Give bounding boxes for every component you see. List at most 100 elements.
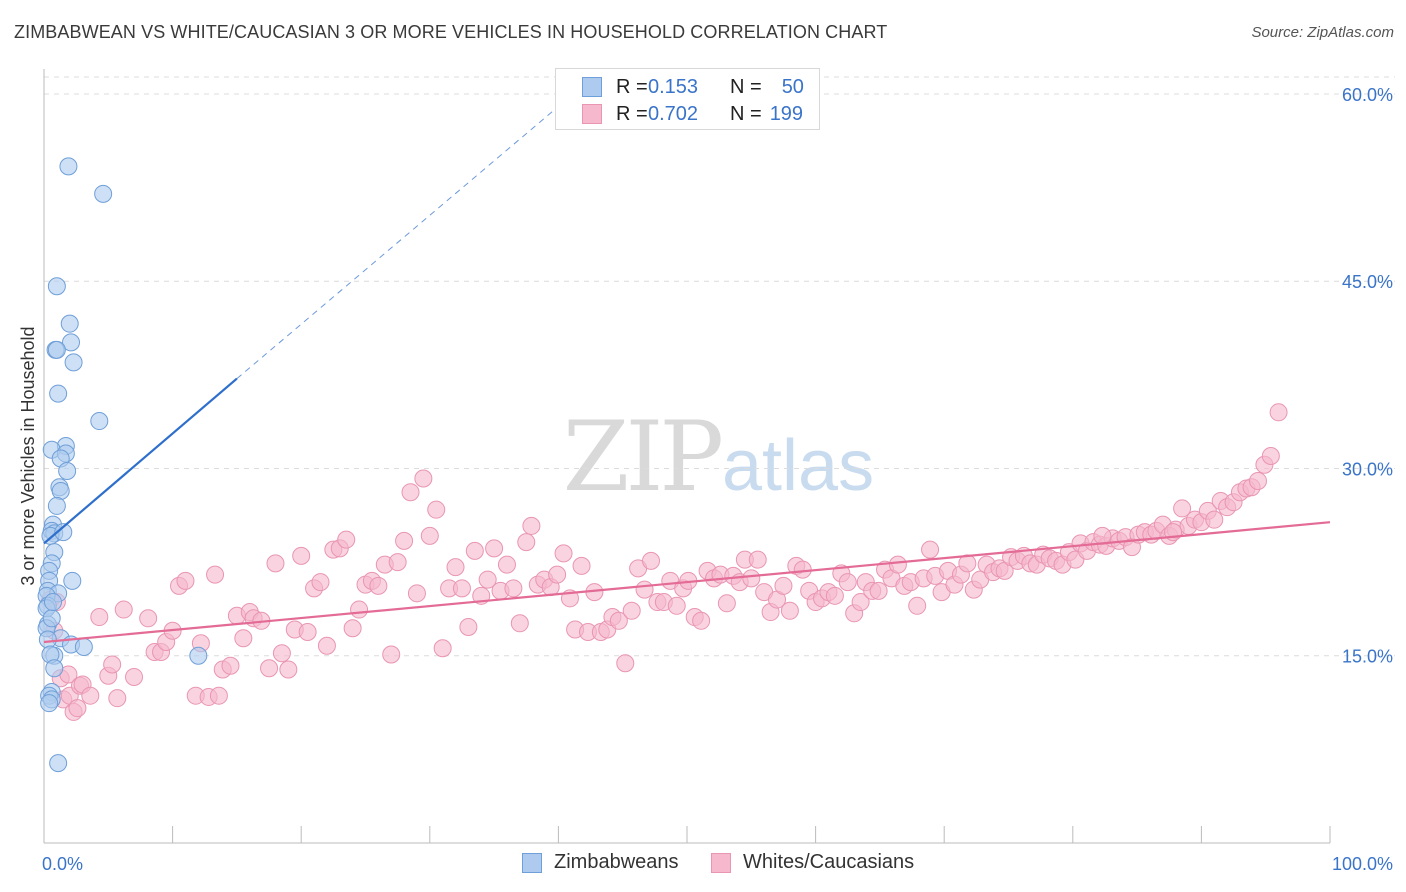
white-caucasian-point: [717, 594, 736, 613]
zimbabwean-point: [90, 412, 109, 431]
legend-swatch-pink: [582, 104, 602, 124]
source-credit: Source: ZipAtlas.com: [1251, 24, 1394, 41]
zimbabwean-point: [58, 461, 77, 480]
zimbabwean-point: [38, 630, 57, 649]
y-tick-label: 60.0%: [1342, 85, 1393, 105]
white-caucasian-point: [1173, 499, 1192, 518]
white-caucasian-point: [459, 618, 478, 637]
white-caucasian-trend-line: [43, 521, 1331, 644]
legend-r-value: 0.702: [648, 102, 699, 125]
zimbabwean-point: [40, 694, 59, 713]
white-caucasian-point: [125, 667, 144, 686]
white-caucasian-point: [420, 526, 439, 545]
white-caucasian-point: [433, 639, 452, 658]
white-caucasian-point: [221, 656, 240, 675]
y-axis-label: 3 or more Vehicles in Household: [18, 326, 38, 585]
y-tick-label: 45.0%: [1342, 272, 1393, 292]
white-caucasian-point: [317, 636, 336, 655]
white-caucasian-point: [622, 601, 641, 620]
white-caucasian-point: [609, 611, 628, 630]
white-caucasian-point: [337, 530, 356, 549]
white-caucasian-point: [793, 560, 812, 579]
legend-n-label: N =: [730, 102, 762, 125]
white-caucasian-point: [478, 570, 497, 589]
white-caucasian-point: [292, 546, 311, 565]
white-caucasian-point: [176, 571, 195, 590]
zimbabwean-point: [47, 277, 66, 296]
white-caucasian-point: [869, 581, 888, 600]
white-caucasian-point: [446, 558, 465, 577]
zimbabwean-trend-line: [43, 377, 238, 545]
zimbabwean-point: [47, 340, 66, 359]
white-caucasian-point: [388, 553, 407, 572]
white-caucasian-point: [414, 469, 433, 488]
zimbabwean-point: [189, 646, 208, 665]
zimbabwean-point: [63, 571, 82, 590]
zimbabwean-point: [64, 353, 83, 372]
series-swatch-blue: [522, 852, 542, 873]
white-caucasian-point: [103, 655, 122, 674]
watermark-atlas: atlas: [722, 426, 874, 506]
white-caucasian-point: [780, 601, 799, 620]
white-caucasian-point: [272, 644, 291, 663]
white-caucasian-point: [921, 540, 940, 559]
legend-n-value: 199: [769, 102, 804, 125]
white-caucasian-point: [1261, 447, 1280, 465]
white-caucasian-point: [517, 533, 536, 552]
white-caucasian-point: [572, 556, 591, 575]
white-caucasian-point: [108, 689, 127, 708]
white-caucasian-point: [350, 600, 369, 619]
series-swatch-pink: [711, 852, 731, 873]
white-caucasian-point: [888, 555, 907, 574]
white-caucasian-point: [667, 596, 686, 615]
white-caucasian-point: [692, 611, 711, 630]
zimbabwean-point: [94, 184, 113, 203]
white-caucasian-point: [485, 539, 504, 558]
zimbabwean-trend-extension: [236, 106, 559, 379]
white-caucasian-point: [81, 686, 100, 705]
white-caucasian-point: [504, 579, 523, 598]
white-caucasian-point: [209, 686, 228, 705]
x-tick-label-max: 100.0%: [1332, 854, 1393, 874]
white-caucasian-point: [343, 619, 362, 638]
white-caucasian-point: [260, 659, 279, 678]
white-caucasian-point: [748, 550, 767, 569]
chart-title: ZIMBABWEAN VS WHITE/CAUCASIAN 3 OR MORE …: [14, 22, 888, 42]
series-legend-zimbabweans: Zimbabweans: [522, 851, 679, 874]
white-caucasian-point: [395, 531, 414, 550]
zimbabwean-point: [47, 496, 66, 515]
white-caucasian-point: [206, 565, 225, 584]
zimbabwean-point: [49, 384, 68, 403]
white-caucasian-point: [407, 584, 426, 603]
zimbabwean-point: [45, 659, 64, 678]
legend-r-value: 0.153: [648, 75, 699, 98]
legend-n-value: 50: [781, 75, 804, 98]
white-caucasian-point: [427, 500, 446, 519]
white-caucasian-point: [1205, 510, 1224, 529]
zimbabwean-point: [59, 157, 78, 176]
series-label-whites: Whites/Caucasians: [743, 851, 915, 873]
white-caucasian-point: [825, 586, 844, 605]
white-caucasian-point: [616, 654, 635, 673]
white-caucasian-point: [1248, 471, 1267, 490]
white-caucasian-point: [838, 573, 857, 592]
correlation-legend: R = 0.153 N = 50 R = 0.702 N = 199: [555, 68, 820, 130]
y-tick-label: 30.0%: [1342, 459, 1393, 479]
white-caucasian-point: [908, 596, 927, 615]
white-caucasian-point: [279, 660, 298, 679]
white-caucasian-point: [452, 579, 471, 598]
zimbabwean-point: [62, 333, 81, 352]
white-caucasian-point: [774, 576, 793, 595]
series-legend-whites: Whites/Caucasians: [711, 851, 914, 874]
legend-row-zimbabweans: R = 0.153 N = 50: [582, 75, 804, 99]
white-caucasian-point: [554, 544, 573, 563]
white-caucasian-point: [382, 645, 401, 664]
legend-swatch-blue: [582, 77, 602, 97]
white-caucasian-point: [401, 483, 420, 502]
white-caucasian-point: [641, 551, 660, 570]
legend-row-whites: R = 0.702 N = 199: [582, 102, 804, 126]
legend-r-label: R =: [616, 75, 648, 98]
white-caucasian-point: [635, 580, 654, 599]
white-caucasian-point: [548, 565, 567, 584]
